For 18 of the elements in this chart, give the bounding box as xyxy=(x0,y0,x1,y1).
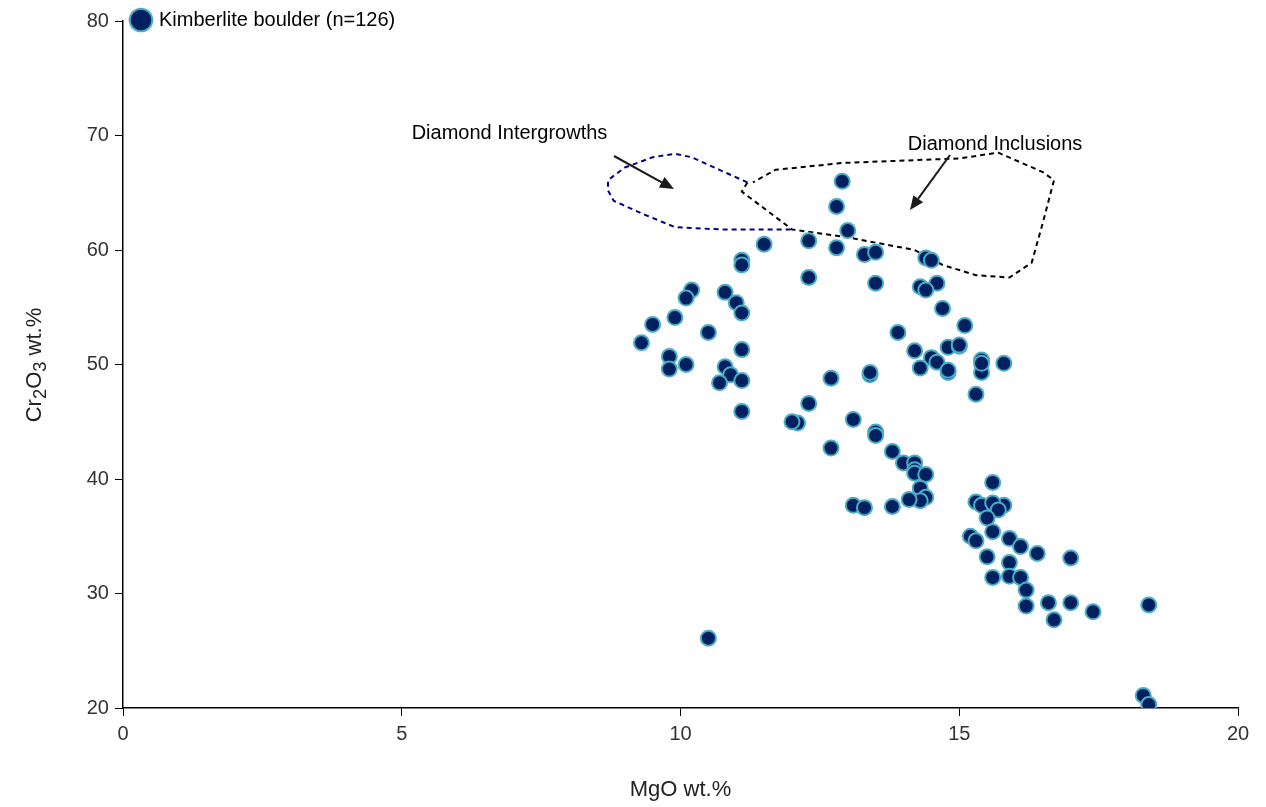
y-tick-label: 70 xyxy=(86,123,109,146)
x-tick-label: 10 xyxy=(669,721,692,744)
y-tick-label: 40 xyxy=(86,466,109,489)
y-tick-label: 60 xyxy=(86,237,109,260)
annotation: Diamond Intergrowths xyxy=(411,120,608,143)
line-series xyxy=(740,151,1056,279)
x-tick-label: 5 xyxy=(396,721,408,744)
x-tick-label: 20 xyxy=(1226,721,1250,744)
y-tick-label: 30 xyxy=(86,581,109,604)
y-tick-label: 80 xyxy=(86,8,109,31)
y-tick-label: 50 xyxy=(86,352,109,375)
x-tick-label: 0 xyxy=(117,721,129,744)
annotation: Diamond Inclusions xyxy=(907,131,1083,154)
x-tick-label: 15 xyxy=(948,721,971,744)
line-series xyxy=(607,152,793,231)
legend-label: Kimberlite boulder (n=126) xyxy=(159,7,396,30)
x-axis-title: MgO wt.% xyxy=(629,775,732,801)
y-tick-label: 20 xyxy=(86,695,109,718)
